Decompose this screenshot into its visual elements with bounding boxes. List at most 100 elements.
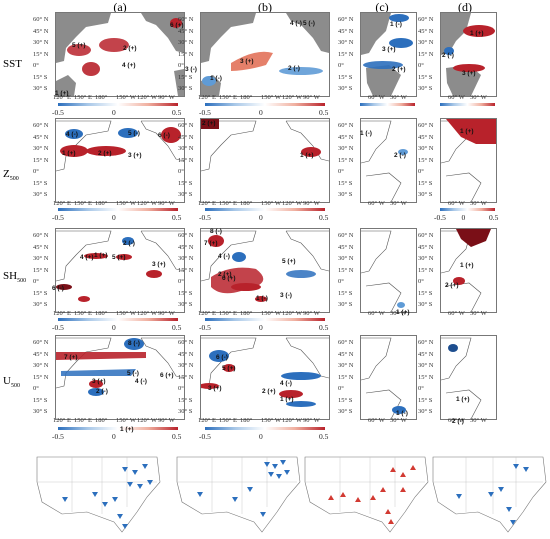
lat-tick: 30° N [33, 39, 49, 46]
region-label: 5 (-) [127, 370, 139, 377]
lat-tick: 30° N [178, 145, 194, 152]
lat-tick: 60° N [33, 232, 49, 239]
map-z500-b-svg [201, 119, 329, 202]
lat-tick: 60° N [178, 232, 194, 239]
lat-tick: 0° [178, 385, 184, 392]
lat-tick: 30° S [178, 301, 193, 308]
map-sh500-b [200, 228, 330, 313]
region-label: 1 (+) [120, 426, 134, 433]
region-label: 7 (+) [64, 354, 78, 361]
region-label: 1 (+) [460, 128, 474, 135]
region-label: 5 (+) [222, 365, 236, 372]
lon-tick: 120° E [53, 310, 71, 317]
lat-tick: 15° N [33, 50, 49, 58]
map-z500-a [55, 118, 185, 203]
lon-tick: 150° E [219, 310, 237, 317]
lat-tick: 45° N [338, 243, 354, 251]
lon-tick: 120° W [137, 200, 157, 207]
lat-tick: 60° N [33, 339, 49, 346]
us-map-a-svg [36, 456, 161, 533]
lon-tick: 180° [95, 200, 108, 207]
row-label-z500: Z500 [3, 168, 19, 183]
region-label: 5 (-) [128, 130, 140, 137]
colorbar-tick: -0.5 [52, 108, 64, 117]
region-label: 4 (-) [290, 20, 302, 27]
map-sst-c [360, 12, 417, 97]
lon-tick: 150° W [116, 200, 136, 207]
lat-tick: 60° N [178, 339, 194, 346]
region-label: 2 (-) [452, 418, 464, 425]
lat-tick: 45° N [178, 243, 194, 251]
lon-tick: 120° E [198, 200, 216, 207]
region-label: 3 (+) [462, 70, 476, 77]
column-title-c: (c) [375, 0, 389, 14]
lon-tick: 150° W [261, 310, 281, 317]
lat-tick: 45° N [178, 350, 194, 358]
lon-tick: 120° W [282, 200, 302, 207]
lat-tick: 45° N [338, 133, 354, 141]
lat-tick: 15° N [338, 50, 354, 58]
region-label: 1 (-) [256, 295, 268, 302]
region-label: 1 (+) [62, 150, 76, 157]
region-label: 3 (+) [92, 378, 106, 385]
region-label: 1 (+) [55, 90, 69, 97]
colorbar-sh500-b [205, 318, 325, 321]
region-label: 6 (+) [170, 22, 184, 29]
lat-tick: 15° S [178, 179, 193, 187]
region-label: 1 (+) [300, 152, 314, 159]
lon-tick: 30° W [390, 200, 407, 207]
lat-tick: 0° [33, 278, 39, 285]
lat-tick: 60° N [338, 122, 354, 129]
colorbar-tick: -0.5 [434, 213, 446, 222]
lat-tick: 45° N [418, 243, 434, 251]
lat-tick: 15° S [418, 289, 433, 297]
lon-tick: 120° W [282, 417, 302, 424]
lon-tick: 180° [240, 200, 253, 207]
lat-tick: 45° N [418, 27, 434, 35]
region-label: 6 (+) [222, 275, 236, 282]
lon-tick: 90° W [303, 94, 320, 101]
colorbar-sh500-a [58, 318, 178, 321]
map-u500-d [440, 335, 497, 420]
lat-tick: 0° [33, 62, 39, 69]
region-label: 1 (-) [396, 410, 408, 417]
lon-tick: 150° W [261, 94, 281, 101]
lon-tick: 30° W [390, 310, 407, 317]
map-u500-a [55, 335, 185, 420]
lat-tick: 15° N [418, 266, 434, 274]
lon-tick: 30° W [470, 200, 487, 207]
lon-tick: 180° [95, 310, 108, 317]
lat-tick: 15° S [418, 73, 433, 81]
column-title-b: (b) [258, 0, 272, 14]
colorbar-tick: 0 [461, 213, 466, 222]
lon-tick: 120° W [137, 310, 157, 317]
lat-tick: 30° N [178, 39, 194, 46]
colorbar-tick: 0 [112, 432, 116, 441]
lon-tick: 120° E [53, 94, 71, 101]
region-label: 3 (+) [152, 261, 166, 268]
lat-tick: 0° [338, 278, 344, 285]
colorbar-sst-c [360, 103, 415, 106]
colorbar-tick: 0 [112, 108, 116, 117]
column-title-d: (d) [458, 0, 472, 14]
region-label: 6 (-) [158, 132, 170, 139]
map-sh500-b-svg [201, 229, 329, 312]
lat-tick: 30° N [338, 39, 354, 46]
lat-tick: 30° N [338, 145, 354, 152]
region-label: 5 (+) [112, 254, 126, 261]
region-label: 2 (-) [288, 65, 300, 72]
colorbar-tick: 0 [259, 108, 263, 117]
region-label: 5 (-) [303, 20, 315, 27]
region-label: 3 (+) [128, 152, 142, 159]
colorbar-tick: 0.5 [319, 432, 329, 441]
map-sst-a [55, 12, 185, 97]
region-label: 6 (-) [216, 354, 228, 361]
lat-tick: 60° N [33, 16, 49, 23]
lon-tick: 120° E [53, 200, 71, 207]
lat-tick: 30° N [33, 255, 49, 262]
lon-tick: 90° W [158, 310, 175, 317]
colorbar-tick: 0.5 [172, 108, 182, 117]
lon-tick: 60° W [448, 417, 465, 424]
lat-tick: 30° S [418, 408, 433, 415]
colorbar-tick: 0 [112, 213, 116, 222]
